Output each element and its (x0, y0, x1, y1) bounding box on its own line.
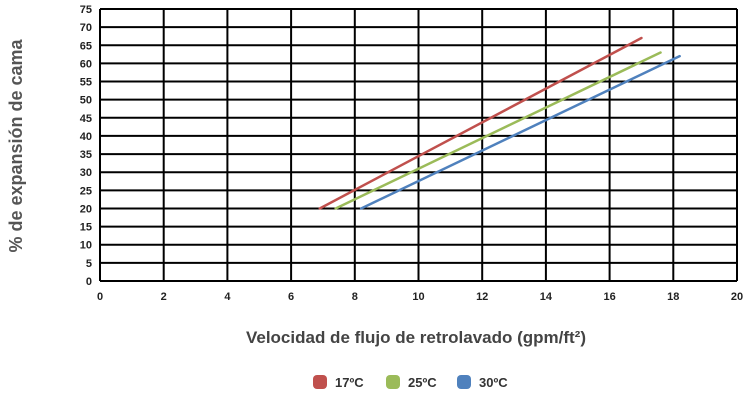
x-tick-label: 6 (288, 291, 294, 303)
legend-swatch (457, 375, 471, 389)
y-tick-label: 35 (80, 149, 92, 161)
y-tick-label: 70 (80, 22, 92, 34)
x-tick-label: 14 (540, 291, 553, 303)
series-line-1 (334, 51, 662, 210)
y-tick-label: 30 (80, 167, 92, 179)
x-tick-label: 20 (731, 291, 743, 303)
y-tick-label: 10 (80, 240, 92, 252)
series-lines (318, 36, 681, 210)
tick-labels: 0 5 10 15 20 25 30 35 40 45 50 55 60 65 70 75 0 2 4 6 8 10 12 1… (80, 4, 743, 303)
y-tick-label: 15 (80, 222, 92, 234)
x-tick-label: 18 (667, 291, 679, 303)
y-tick-label: 25 (80, 185, 92, 197)
y-axis-label: % de expansión de cama (6, 38, 26, 252)
y-tick-label: 50 (80, 95, 92, 107)
legend: 17ºC 25ºC 30ºC (313, 375, 508, 390)
legend-swatch (386, 375, 400, 389)
legend-label: 17ºC (335, 375, 364, 390)
y-tick-label: 75 (80, 4, 92, 16)
x-tick-label: 4 (224, 291, 231, 303)
y-tick-label: 45 (80, 113, 92, 125)
legend-swatch (313, 375, 327, 389)
legend-label: 25ºC (408, 375, 437, 390)
y-tick-label: 5 (86, 258, 92, 270)
legend-label: 30ºC (479, 375, 508, 390)
x-tick-label: 2 (161, 291, 167, 303)
y-tick-label: 60 (80, 58, 92, 70)
x-axis-label: Velocidad de flujo de retrolavado (gpm/f… (246, 328, 586, 347)
x-tick-label: 16 (603, 291, 615, 303)
x-tick-label: 12 (476, 291, 488, 303)
series-line-0 (318, 36, 643, 210)
y-tick-label: 55 (80, 77, 92, 89)
grid (99, 8, 738, 282)
y-tick-label: 0 (86, 276, 92, 288)
y-tick-label: 20 (80, 203, 92, 215)
x-tick-label: 8 (352, 291, 358, 303)
y-tick-label: 40 (80, 131, 92, 143)
y-tick-label: 65 (80, 40, 92, 52)
x-tick-label: 0 (97, 291, 103, 303)
x-tick-label: 10 (412, 291, 424, 303)
series-line-2 (359, 54, 681, 210)
